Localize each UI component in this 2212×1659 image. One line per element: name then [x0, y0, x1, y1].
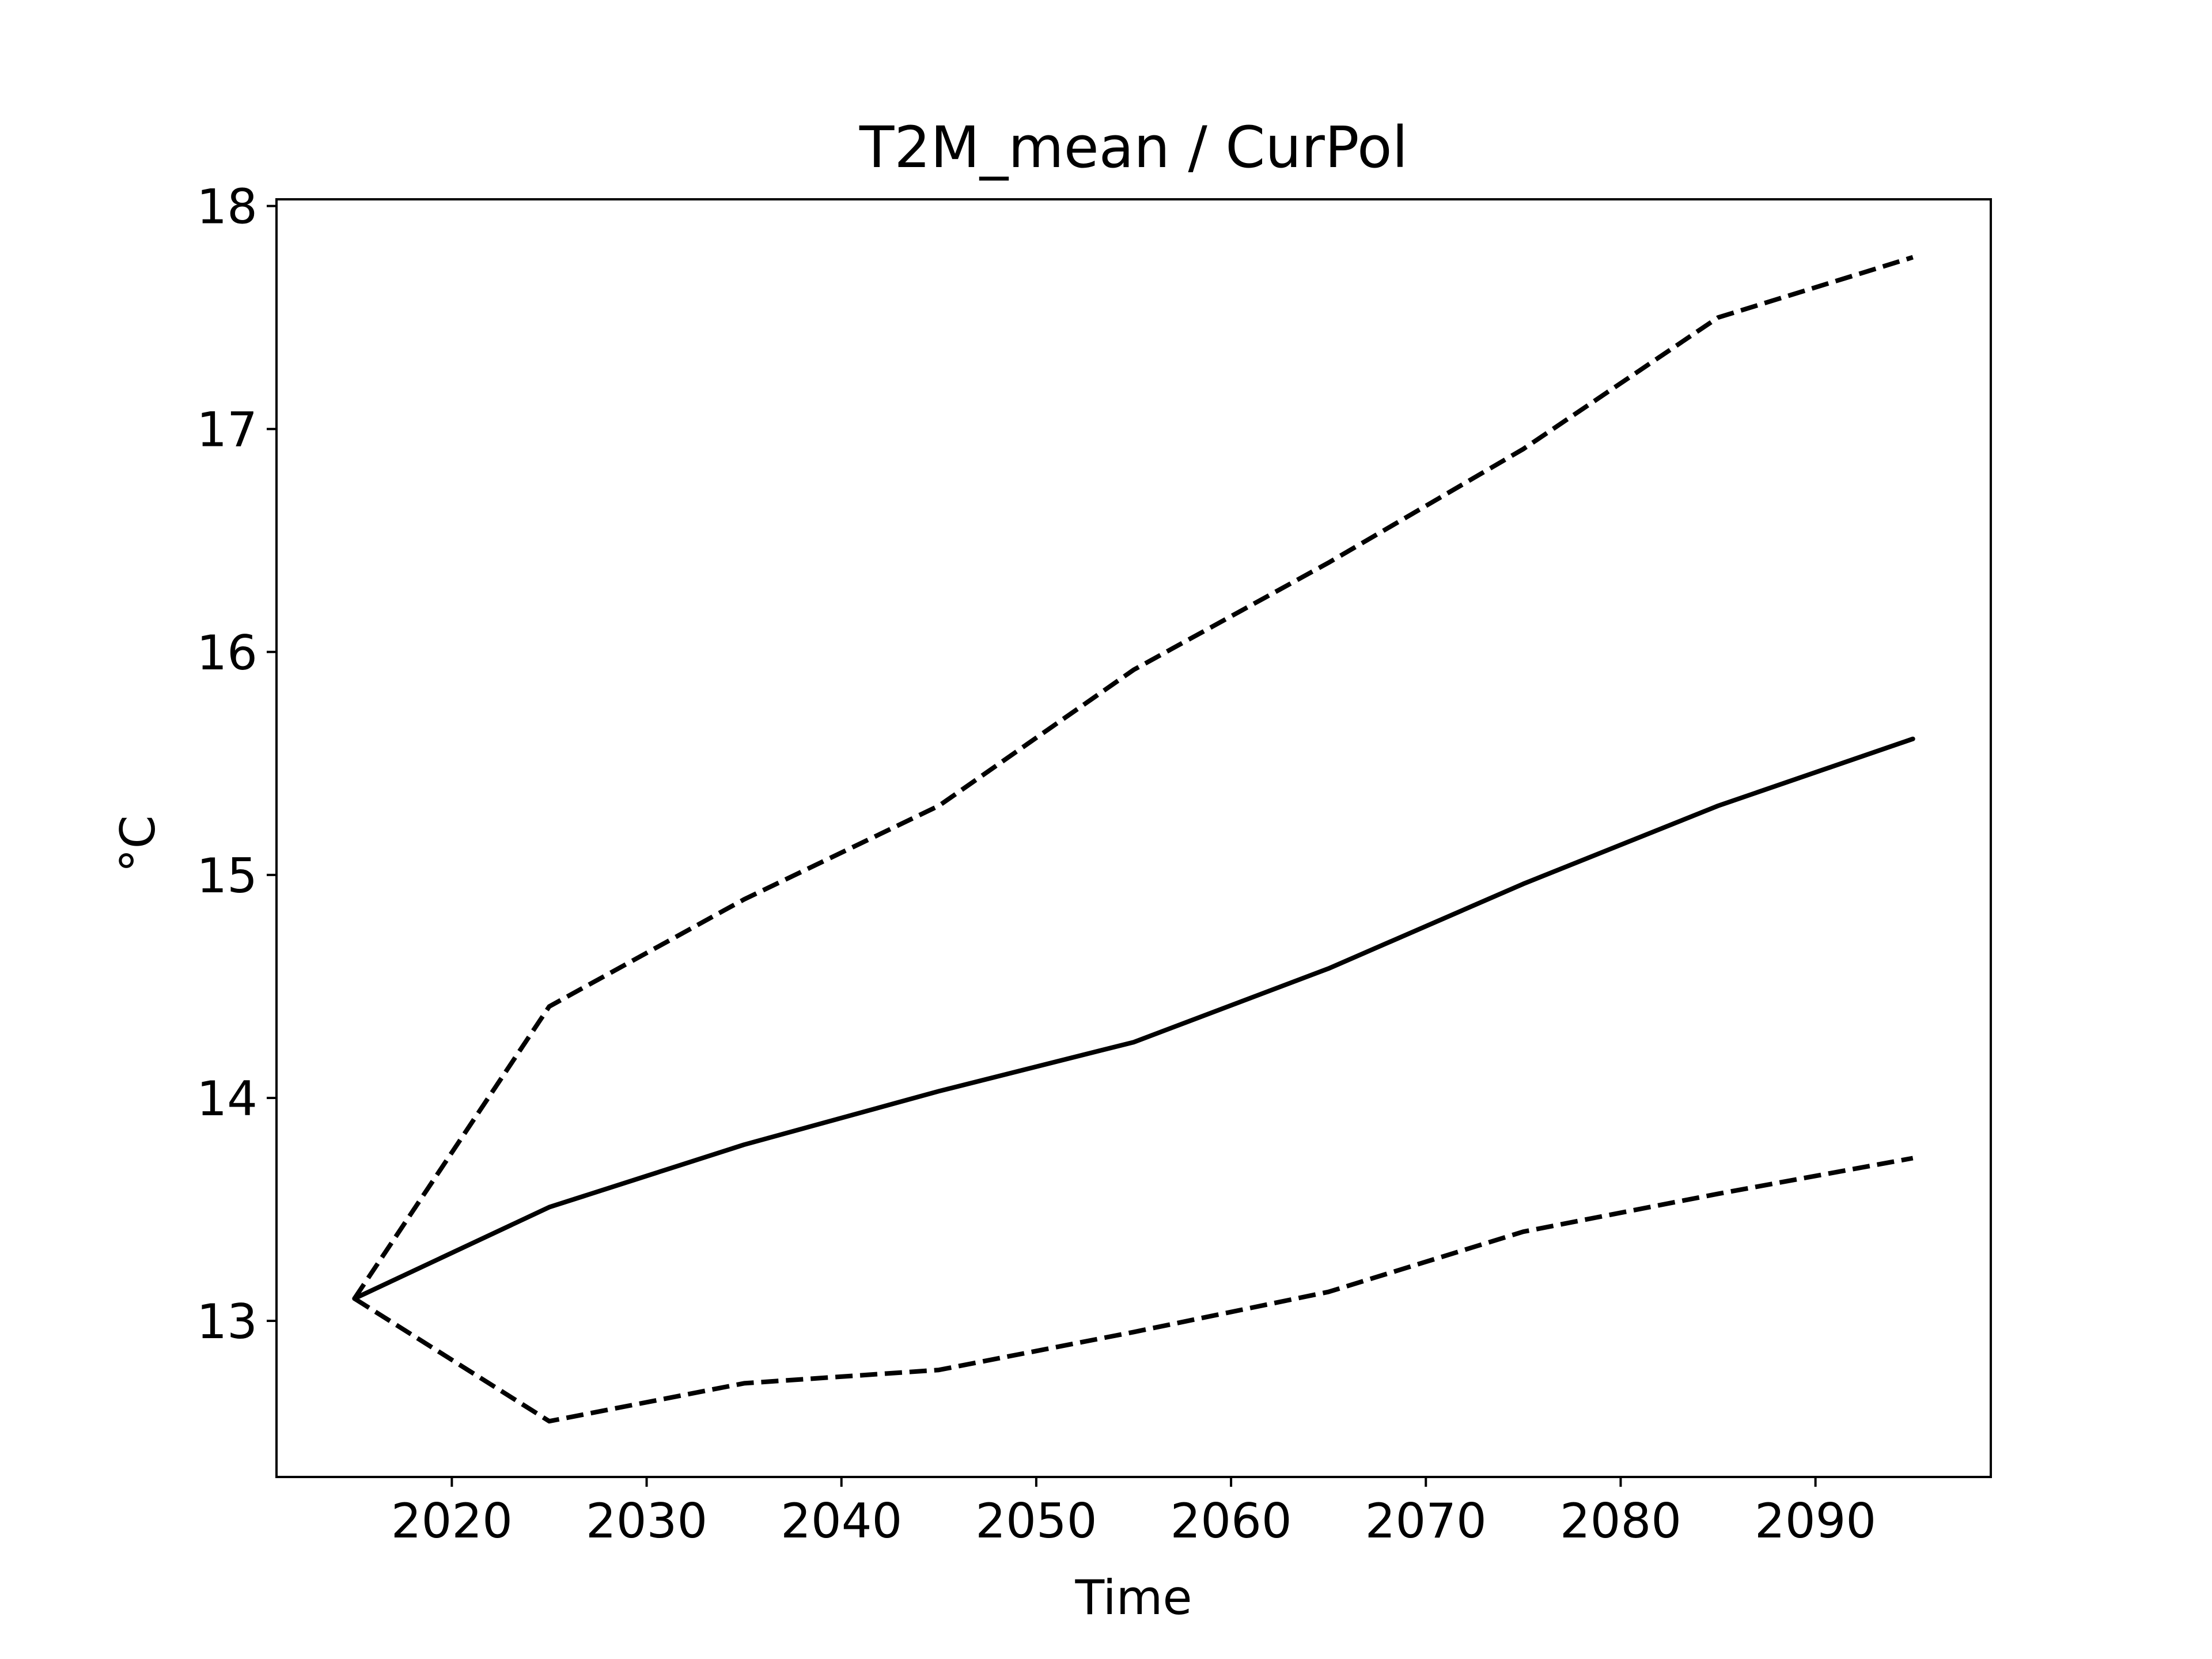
- x-tick-label: 2060: [1170, 1493, 1291, 1549]
- x-tick-label: 2020: [391, 1493, 513, 1549]
- x-tick-label: 2050: [975, 1493, 1097, 1549]
- solid-series-line-0: [352, 736, 1915, 1301]
- y-tick-label: 17: [196, 402, 257, 458]
- y-tick-label: 13: [196, 1294, 257, 1350]
- tick-layer: 2020 2030 2040 2050 2060 2070 2080 2090 13 14 15 16…: [196, 179, 1876, 1549]
- series-layer: [352, 255, 1915, 1424]
- y-tick-label: 15: [196, 848, 257, 904]
- x-tick-label: 2030: [586, 1493, 707, 1549]
- chart-title: T2M_mean / CurPol: [859, 115, 1408, 181]
- y-axis-label: °C: [110, 815, 166, 872]
- y-tick-label: 18: [196, 179, 257, 235]
- dashed-series-line-2: [353, 1156, 1914, 1424]
- y-tick-label: 16: [196, 625, 257, 681]
- y-tick-label: 14: [196, 1071, 257, 1127]
- x-tick-label: 2080: [1560, 1493, 1681, 1549]
- x-tick-label: 2070: [1365, 1493, 1487, 1549]
- plot-frame: [275, 198, 1992, 1478]
- dashed-series-line-1: [352, 255, 1914, 1300]
- x-axis-label: Time: [1074, 1570, 1192, 1626]
- x-tick-label: 2090: [1755, 1493, 1876, 1549]
- x-tick-label: 2040: [781, 1493, 902, 1549]
